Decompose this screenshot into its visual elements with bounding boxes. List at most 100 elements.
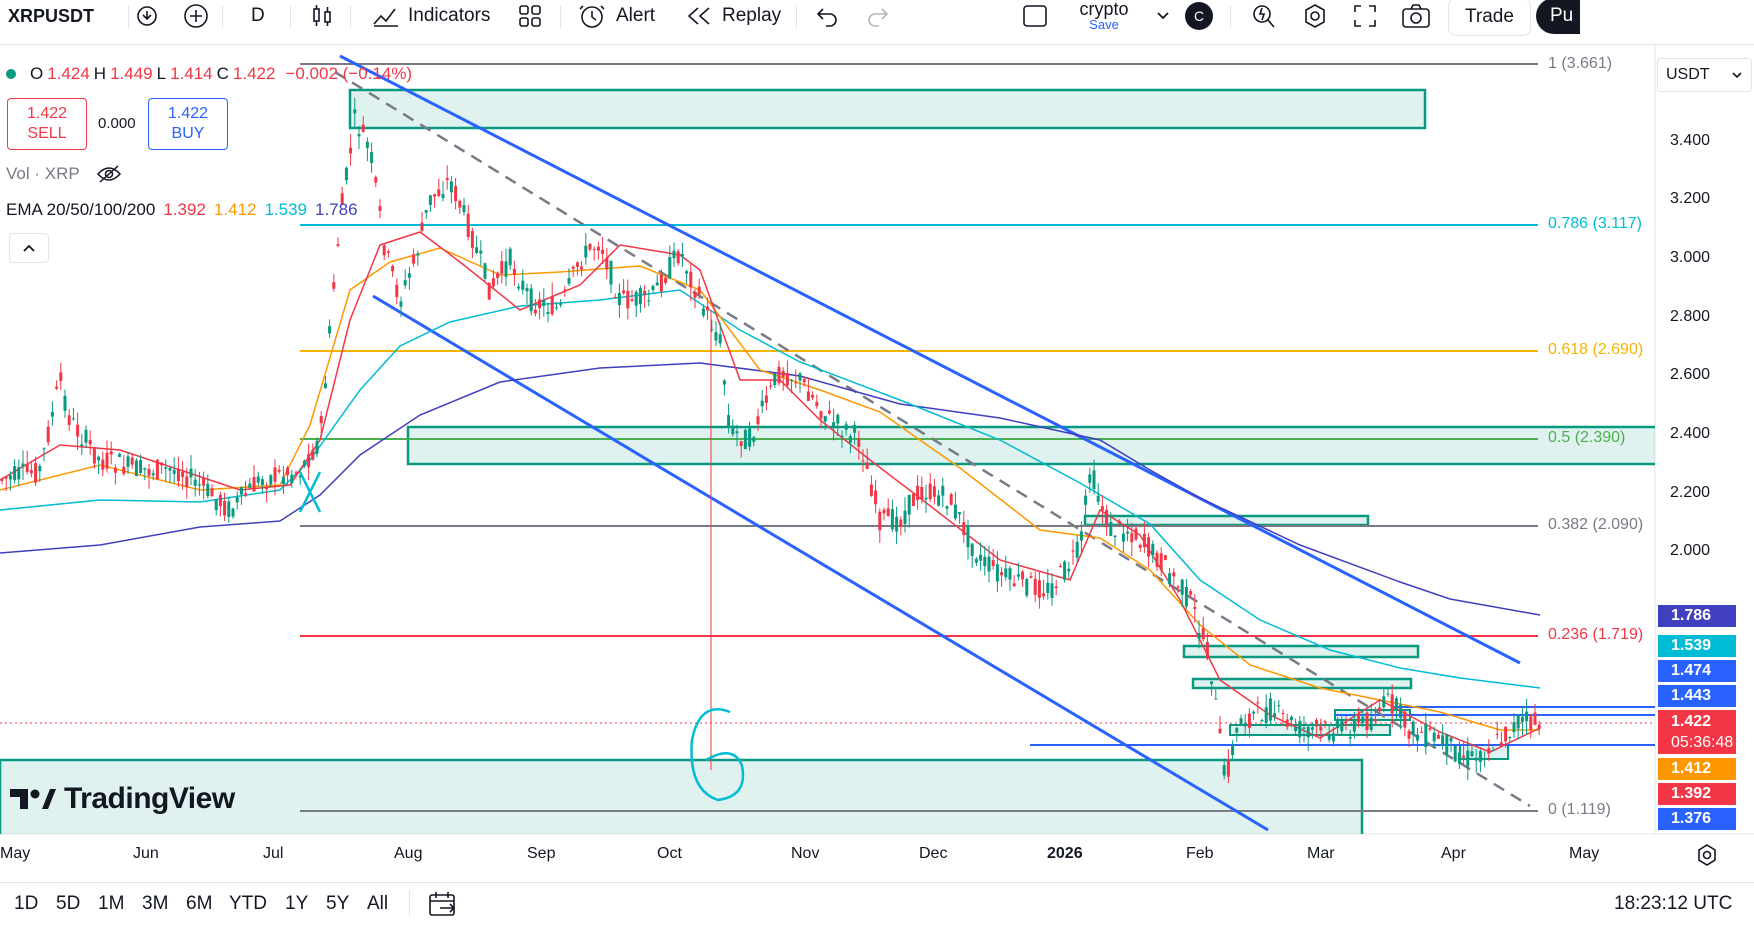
replay-button[interactable]: Replay <box>686 0 781 32</box>
candle-body <box>853 424 857 433</box>
settings-gear-icon[interactable] <box>1301 0 1329 32</box>
candle-body <box>592 249 596 251</box>
candle-body <box>731 425 735 435</box>
candle-body <box>1525 711 1529 722</box>
candle-body <box>920 487 924 500</box>
alert-button[interactable]: Alert <box>578 0 655 32</box>
candle-body <box>525 287 529 292</box>
candle-body <box>1390 694 1394 714</box>
compare-add-icon[interactable] <box>183 0 209 32</box>
indicators-button[interactable]: Indicators <box>372 0 490 32</box>
layout-name-button[interactable]: crypto Save <box>1068 0 1140 32</box>
candle-body <box>1180 579 1184 595</box>
candle-body <box>962 522 966 535</box>
candle-body <box>1172 572 1176 577</box>
candle-body <box>1021 571 1025 580</box>
candle-body <box>596 246 600 251</box>
bottom-toolbar <box>0 882 1754 931</box>
time-tick: Mar <box>1307 845 1335 862</box>
x-marker <box>298 471 322 513</box>
candle-body <box>1445 734 1449 755</box>
candle-body <box>1197 632 1201 639</box>
volume-legend[interactable]: Vol · XRP <box>6 164 122 184</box>
time-tick: 2026 <box>1047 845 1083 862</box>
range-1m[interactable]: 1M <box>98 893 125 914</box>
symbol-search[interactable]: XRPUSDT <box>8 0 95 32</box>
range-3m[interactable]: 3M <box>142 893 169 914</box>
buy-label: BUY <box>171 125 205 142</box>
candle-body <box>563 289 567 291</box>
candle-body <box>336 244 340 246</box>
open-value: 1.424 <box>47 64 90 83</box>
axis-settings-icon[interactable] <box>1695 843 1719 872</box>
watermark-text: TradingView <box>64 782 235 815</box>
price-tick: 2.400 <box>1670 425 1711 442</box>
candle-body <box>1331 733 1335 742</box>
watchlist-add-icon[interactable] <box>135 0 159 32</box>
candle-body <box>958 512 962 515</box>
candle-body <box>403 280 407 286</box>
candle-body <box>458 200 462 208</box>
candle-body <box>811 394 815 398</box>
currency-select[interactable]: USDT <box>1657 58 1752 92</box>
sell-button[interactable]: 1.422 SELL <box>7 98 87 150</box>
candle-body <box>185 476 189 488</box>
undo-icon[interactable] <box>815 0 839 32</box>
candle-body <box>437 189 441 197</box>
buy-button[interactable]: 1.422 BUY <box>148 98 228 150</box>
candle-body <box>504 261 508 277</box>
candle-body <box>832 422 836 429</box>
redo-icon[interactable] <box>866 0 890 32</box>
candle-body <box>941 485 945 496</box>
candle-body <box>1235 727 1239 733</box>
candle-body <box>1012 583 1016 587</box>
quick-search-icon[interactable] <box>1251 0 1277 32</box>
candle-body <box>1474 757 1478 761</box>
templates-icon[interactable] <box>518 0 542 32</box>
price-tick: 2.600 <box>1670 366 1711 383</box>
avatar[interactable]: C <box>1185 0 1213 32</box>
range-all[interactable]: All <box>367 893 389 914</box>
candle-body <box>193 479 197 486</box>
collapse-legend-button[interactable] <box>9 233 49 263</box>
ema-legend[interactable]: EMA 20/50/100/200 1.392 1.412 1.539 1.78… <box>6 200 358 220</box>
range-5d[interactable]: 5D <box>56 893 81 914</box>
trade-button[interactable]: Trade <box>1448 0 1531 36</box>
candle-body <box>475 247 479 254</box>
eye-hidden-icon[interactable] <box>96 164 122 184</box>
candle-body <box>227 501 231 517</box>
candle-body <box>155 459 159 480</box>
utc-clock[interactable]: 18:23:12 UTC <box>1614 893 1733 914</box>
candle-body <box>617 292 621 306</box>
candle-body <box>752 437 756 442</box>
candle-body <box>307 454 311 468</box>
range-5y[interactable]: 5Y <box>326 893 350 914</box>
snapshot-camera-icon[interactable] <box>1401 0 1431 32</box>
layout-chevron-down-icon[interactable] <box>1155 0 1171 32</box>
candle-body <box>277 469 281 472</box>
candle-body <box>55 386 59 389</box>
range-1d[interactable]: 1D <box>14 893 39 914</box>
goto-date-calendar-icon[interactable] <box>428 890 458 923</box>
publish-button[interactable]: Pu <box>1536 0 1580 34</box>
candle-body <box>1348 737 1352 739</box>
candle-body <box>1340 720 1344 732</box>
time-tick: Nov <box>791 845 820 862</box>
candles-icon[interactable] <box>310 0 334 32</box>
range-1y[interactable]: 1Y <box>285 893 309 914</box>
range-6m[interactable]: 6M <box>186 893 213 914</box>
candle-body <box>491 278 495 287</box>
candle-body <box>59 372 63 382</box>
interval-button[interactable]: D <box>251 0 265 32</box>
range-ytd[interactable]: YTD <box>229 893 267 914</box>
candle-body <box>647 300 651 302</box>
candle-body <box>659 274 663 292</box>
fullscreen-icon[interactable] <box>1352 0 1378 32</box>
low-label: L <box>156 64 167 83</box>
candle-body <box>554 307 558 309</box>
layout-square-icon[interactable] <box>1022 0 1048 32</box>
candle-body <box>886 508 890 517</box>
candle-body <box>794 382 798 384</box>
price-chart[interactable] <box>0 44 1754 844</box>
candle-body <box>1411 721 1415 735</box>
